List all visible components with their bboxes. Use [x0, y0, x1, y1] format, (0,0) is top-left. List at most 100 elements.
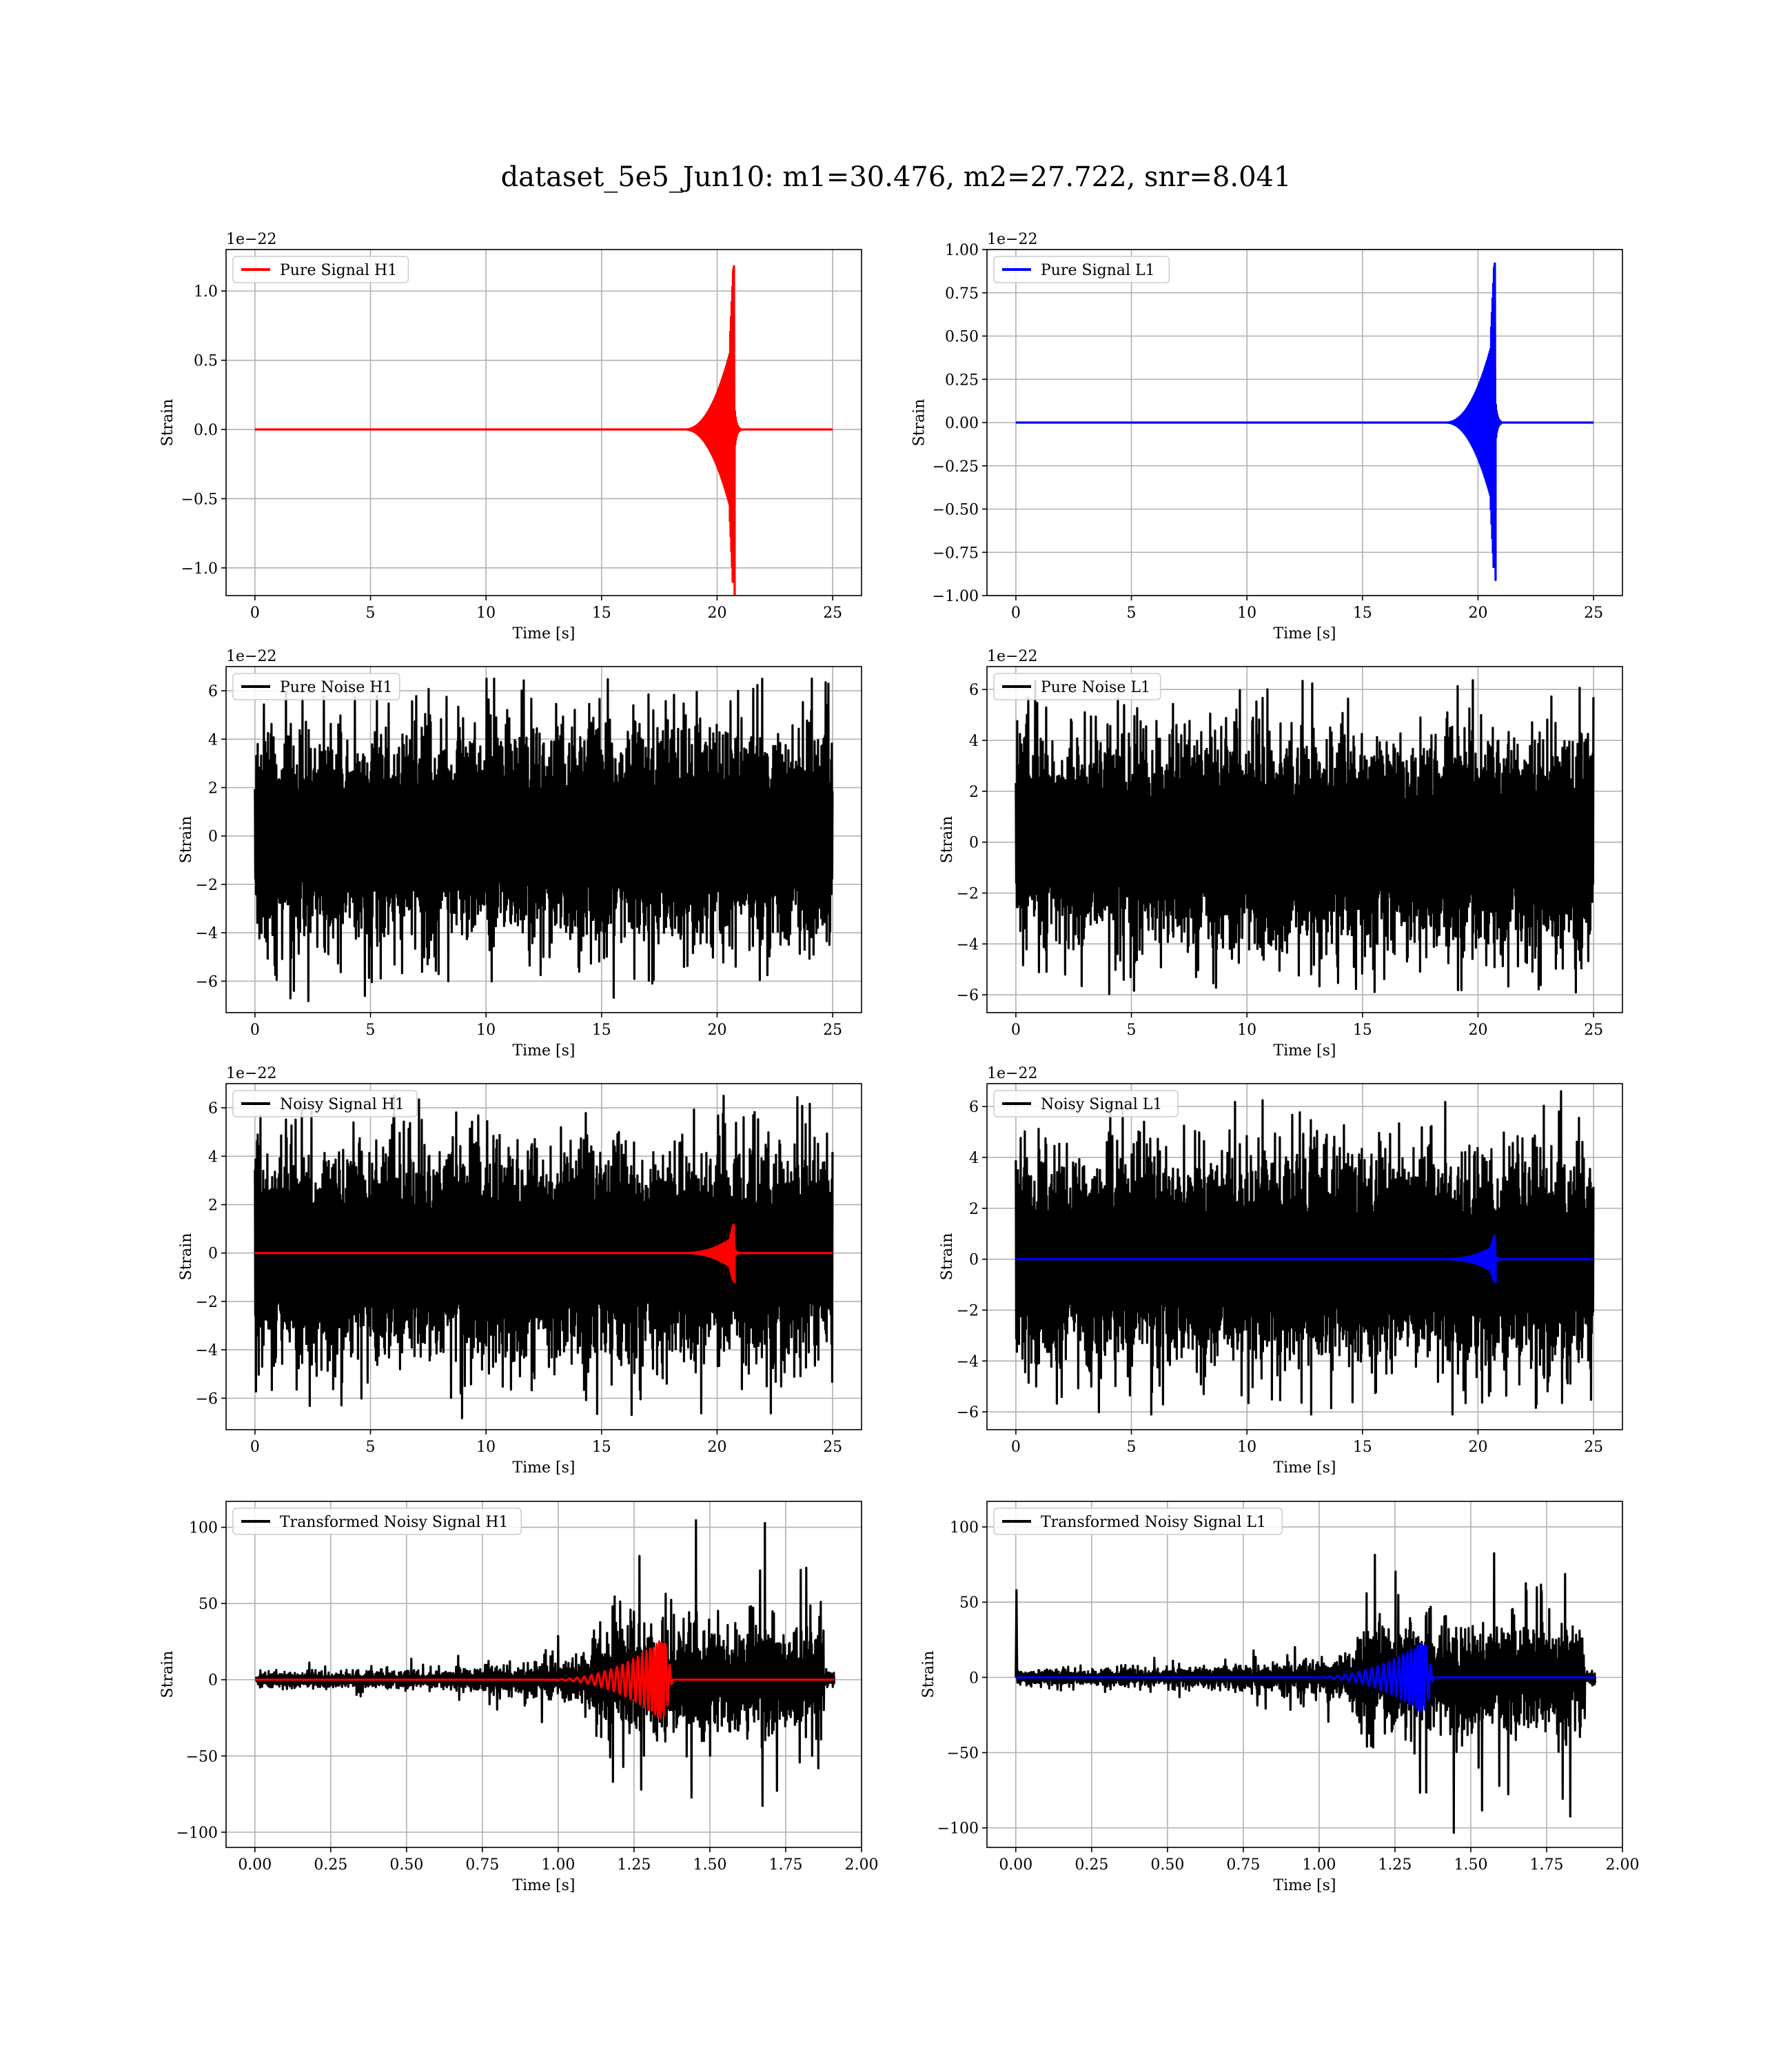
y-axis-label: Strain [939, 816, 956, 864]
y-axis-label: Strain [939, 1233, 956, 1281]
y-offset-text: 1e−22 [987, 1065, 1037, 1082]
x-tick-label: 0.50 [1150, 1856, 1184, 1874]
y-tick-label: −2 [957, 1303, 979, 1320]
x-tick-label: 1.25 [1378, 1856, 1412, 1874]
series-line [254, 1223, 833, 1284]
x-tick-label: 0.75 [1226, 1856, 1260, 1874]
x-tick-label: 0 [250, 605, 260, 622]
legend-box [993, 1508, 1283, 1535]
x-tick-label: 10 [476, 1439, 496, 1456]
x-tick-label: 25 [1584, 1439, 1603, 1456]
legend-label: Pure Signal H1 [280, 262, 397, 279]
x-tick-label: 20 [1468, 1439, 1487, 1456]
x-axis-label: Time [s] [512, 1877, 575, 1894]
series-line [254, 265, 833, 596]
axes-frame [225, 1501, 862, 1848]
axes-frame [986, 1501, 1623, 1848]
legend: Pure Noise L1 [993, 673, 1161, 700]
y-tick-label: −4 [957, 1353, 979, 1370]
x-tick-label: 25 [823, 605, 842, 622]
legend: Pure Noise H1 [232, 673, 400, 700]
y-tick-label: 0 [969, 1252, 979, 1269]
x-tick-label: 1.75 [768, 1856, 802, 1874]
x-tick-label: 10 [476, 1022, 496, 1039]
y-tick-label: 100 [189, 1520, 218, 1537]
x-tick-label: 15 [592, 1439, 611, 1456]
plot-area [254, 265, 833, 596]
x-tick-label: 25 [1584, 605, 1603, 622]
x-tick-label: 1.50 [693, 1856, 726, 1874]
x-tick-label: 5 [366, 605, 376, 622]
figure-title: dataset_5e5_Jun10: m1=30.476, m2=27.722,… [501, 161, 1292, 193]
y-tick-label: 0 [208, 1246, 218, 1263]
series-line [254, 1095, 834, 1419]
subplot-transformed-noisy-signal-h1: 0.00 0.25 0.50 0.75 1.00 1.25 1.50 1.75 2.00 −100… [159, 1501, 878, 1894]
axes-frame [225, 1083, 862, 1430]
y-tick-label: −6 [196, 1390, 218, 1408]
x-tick-label: 2.00 [845, 1856, 879, 1874]
series-line [1015, 262, 1594, 581]
series-line [1015, 1552, 1596, 1834]
y-offset-text: 1e−22 [226, 231, 276, 248]
y-tick-label: 0.00 [945, 415, 979, 432]
y-axis-label: Strain [911, 399, 928, 447]
plot-area [1015, 262, 1594, 581]
x-tick-label: 0 [1011, 1439, 1021, 1456]
y-tick-label: 0.0 [194, 422, 218, 439]
x-axis-label: Time [s] [1273, 625, 1336, 642]
x-tick-label: 0.00 [238, 1856, 272, 1874]
x-tick-label: 5 [366, 1022, 376, 1039]
x-tick-label: 10 [476, 605, 496, 622]
x-tick-label: 0 [1011, 605, 1021, 622]
legend: Pure Signal H1 [232, 256, 409, 283]
y-tick-label: 0 [208, 829, 218, 846]
subplot-pure-signal-l1: 0 5 10 15 20 25 −1.00 −0.75 −0.50 −0.25 0.00 0.25 0.… [911, 231, 1623, 642]
y-tick-label: −6 [957, 1404, 979, 1421]
x-tick-label: 15 [1353, 1439, 1372, 1456]
y-offset-text: 1e−22 [987, 231, 1037, 248]
y-tick-label: 2 [969, 1201, 979, 1218]
y-axis-label: Strain [159, 1651, 176, 1699]
y-tick-label: −0.50 [933, 502, 979, 519]
plot-area [1015, 1552, 1596, 1834]
series-line [254, 678, 834, 1002]
x-tick-label: 0.75 [465, 1856, 499, 1874]
y-tick-label: 4 [208, 1148, 218, 1166]
y-tick-label: 2 [208, 1197, 218, 1215]
y-tick-label: 1.00 [945, 242, 979, 259]
subplot-pure-noise-h1: 0 5 10 15 20 25 −6 −4 −2 0 2 4 6 Time [s] Strain 1e−22P… [178, 648, 862, 1060]
legend: Pure Signal L1 [993, 256, 1170, 283]
x-axis-label: Time [s] [1273, 1042, 1336, 1060]
y-tick-label: 6 [969, 1099, 979, 1116]
x-tick-label: 1.00 [1302, 1856, 1336, 1874]
subplot-pure-noise-l1: 0 5 10 15 20 25 −6 −4 −2 0 2 4 6 Time [s] Strain 1e−22P… [939, 648, 1623, 1060]
x-tick-label: 15 [592, 1022, 611, 1039]
y-tick-label: 1.0 [194, 283, 218, 301]
y-tick-label: −6 [957, 987, 979, 1004]
x-axis-label: Time [s] [512, 1042, 575, 1060]
plot-area [1015, 679, 1595, 995]
y-tick-label: 50 [198, 1596, 218, 1613]
y-tick-label: 2 [969, 784, 979, 801]
legend-label: Transformed Noisy Signal H1 [280, 1514, 509, 1531]
x-axis-label: Time [s] [512, 625, 575, 642]
series-line [254, 1640, 835, 1720]
x-axis-label: Time [s] [1273, 1877, 1336, 1894]
legend-box [232, 1508, 522, 1535]
y-tick-label: −6 [196, 973, 218, 991]
y-tick-label: −50 [186, 1748, 218, 1765]
y-tick-label: 4 [969, 733, 979, 750]
x-tick-label: 20 [1468, 1022, 1487, 1039]
plot-area [1015, 1090, 1595, 1416]
x-axis-label: Time [s] [1273, 1459, 1336, 1477]
x-tick-label: 0.00 [999, 1856, 1032, 1874]
legend-label: Noisy Signal H1 [280, 1096, 405, 1113]
x-tick-label: 15 [1353, 1022, 1372, 1039]
y-tick-label: 0.5 [194, 353, 218, 370]
subplot-noisy-signal-l1: 0 5 10 15 20 25 −6 −4 −2 0 2 4 6 Time [s] Strain 1e−22N… [939, 1065, 1623, 1477]
x-tick-label: 20 [707, 1439, 726, 1456]
legend: Noisy Signal H1 [232, 1090, 418, 1117]
legend: Noisy Signal L1 [993, 1090, 1179, 1117]
